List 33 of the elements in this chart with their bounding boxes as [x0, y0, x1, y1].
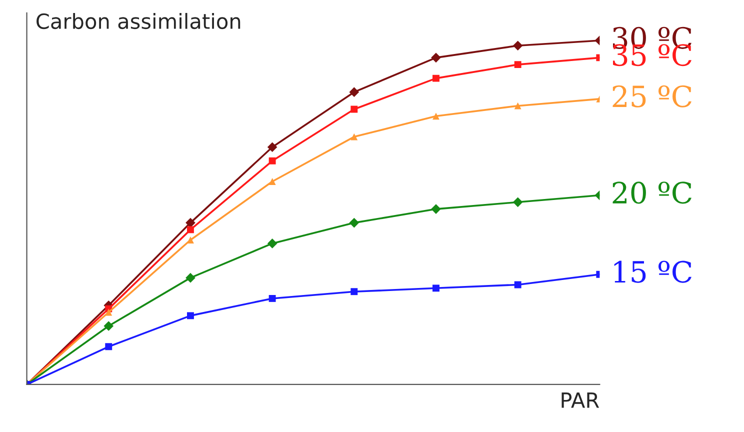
point	[186, 312, 194, 320]
point	[431, 204, 441, 214]
point	[268, 178, 276, 185]
series-label: 20 ºC	[612, 182, 692, 204]
point	[268, 295, 276, 302]
point	[349, 87, 360, 97]
point	[512, 197, 523, 208]
point	[267, 238, 278, 248]
point	[105, 343, 112, 350]
point	[514, 281, 522, 288]
point	[186, 226, 194, 234]
point	[105, 308, 112, 316]
x-axis-title: PAR	[562, 392, 600, 408]
point	[186, 218, 196, 228]
point	[512, 40, 523, 51]
point	[350, 106, 358, 113]
series-label: 25 ºC	[612, 85, 692, 108]
point	[514, 102, 522, 110]
y-axis-title: Carbon assimilation	[36, 12, 240, 30]
point	[432, 74, 440, 82]
point	[432, 112, 440, 120]
point	[186, 272, 196, 283]
point	[514, 61, 522, 68]
point	[349, 218, 360, 228]
point	[186, 236, 194, 244]
point	[350, 288, 358, 296]
point	[104, 321, 114, 331]
series-label: 15 ºC	[614, 260, 692, 283]
point	[350, 133, 358, 140]
point	[431, 52, 441, 63]
point	[267, 142, 278, 152]
point	[268, 157, 276, 164]
point	[432, 284, 440, 292]
